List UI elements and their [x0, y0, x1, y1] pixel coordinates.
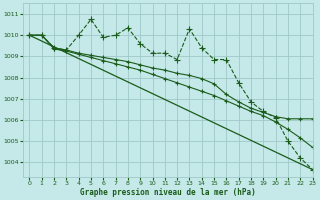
X-axis label: Graphe pression niveau de la mer (hPa): Graphe pression niveau de la mer (hPa)	[80, 188, 256, 197]
